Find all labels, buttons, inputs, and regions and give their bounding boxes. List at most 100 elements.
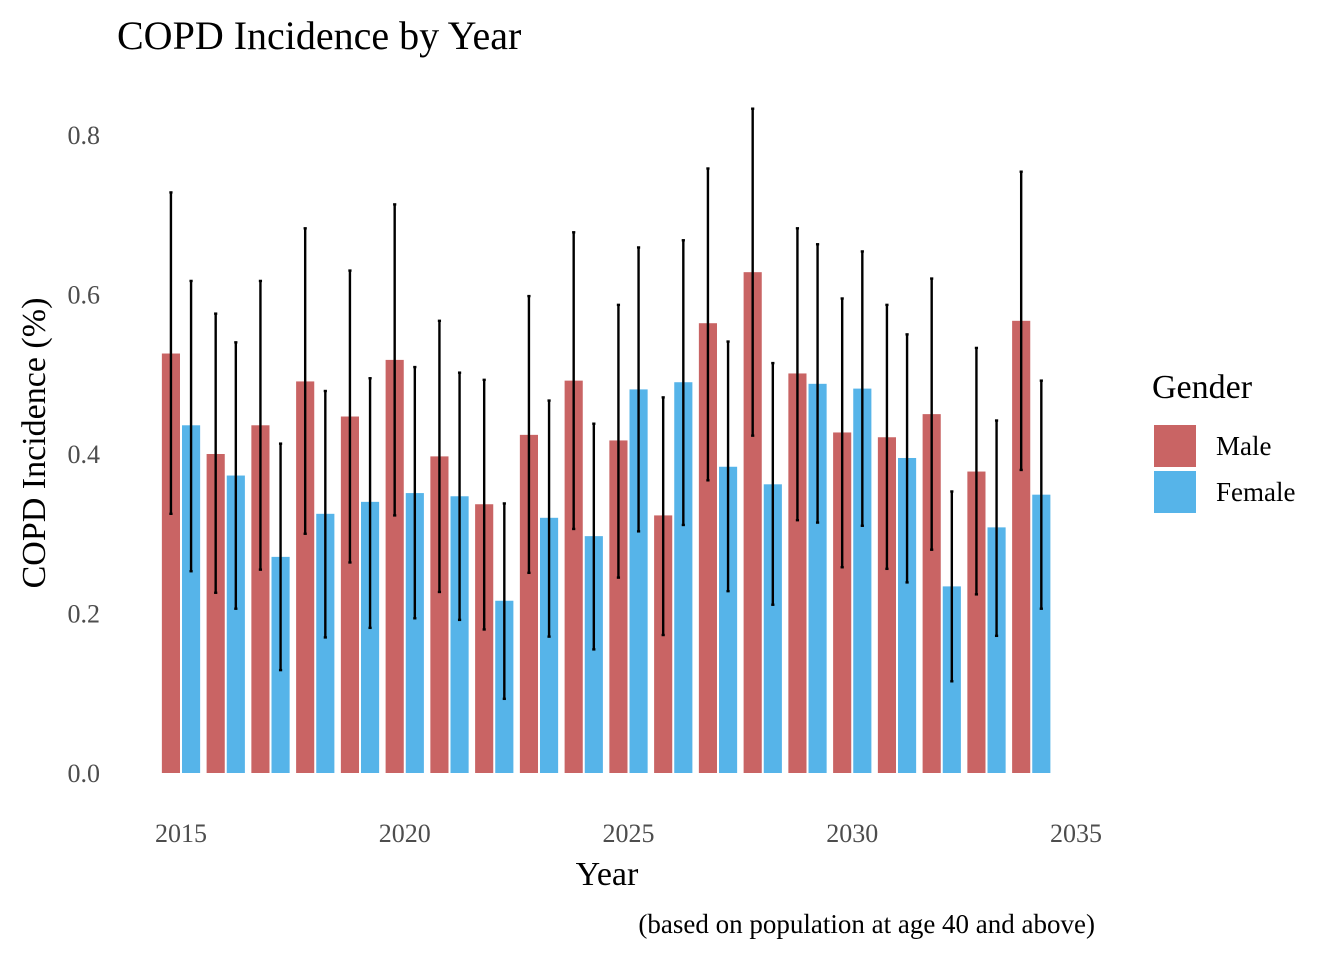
bar-female-2025 — [629, 389, 648, 773]
bar-female-2020 — [405, 493, 424, 773]
legend-label-male: Male — [1216, 431, 1271, 461]
error-bar-male-2030 — [840, 297, 844, 569]
error-bar-female-2029 — [815, 243, 820, 524]
bar-male-2032 — [922, 414, 941, 773]
error-bar-female-2028 — [771, 361, 775, 606]
error-bar-male-2029 — [795, 227, 800, 522]
error-bar-male-2018 — [303, 227, 307, 535]
bar-male-2019 — [340, 416, 359, 773]
bar-male-2026 — [654, 515, 673, 773]
y-tick-label: 0.4 — [68, 440, 101, 469]
legend-title: Gender — [1152, 369, 1253, 406]
bar-male-2017 — [251, 425, 270, 773]
bar-female-2023 — [540, 517, 559, 773]
bar-male-2028 — [743, 272, 762, 773]
bar-male-2029 — [788, 373, 807, 773]
bar-female-2033 — [987, 527, 1006, 773]
bar-female-2034 — [1032, 494, 1051, 773]
error-bar-male-2025 — [616, 303, 621, 579]
error-bar-female-2033 — [994, 419, 999, 638]
bar-female-2030 — [853, 388, 872, 773]
error-bar-female-2034 — [1039, 379, 1043, 610]
bars-layer — [161, 272, 1051, 773]
x-tick-label: 2020 — [379, 819, 431, 848]
error-bar-male-2033 — [974, 346, 979, 596]
chart-title: COPD Incidence by Year — [117, 13, 521, 58]
error-bar-female-2030 — [860, 250, 864, 527]
bar-male-2023 — [519, 434, 538, 773]
bar-female-2029 — [808, 383, 827, 773]
bar-male-2022 — [475, 504, 494, 773]
error-bar-female-2018 — [323, 389, 327, 639]
bar-female-2016 — [226, 475, 245, 773]
bar-male-2015 — [161, 353, 180, 773]
error-bar-male-2031 — [885, 303, 889, 571]
bar-female-2027 — [719, 466, 738, 773]
bar-female-2015 — [182, 425, 201, 773]
error-bar-male-2024 — [572, 231, 576, 531]
error-bar-female-2021 — [457, 371, 462, 622]
error-bar-female-2022 — [502, 502, 506, 701]
bar-female-2021 — [450, 496, 469, 773]
error-bar-female-2020 — [413, 365, 417, 620]
error-bar-male-2026 — [661, 396, 665, 637]
bar-male-2027 — [698, 323, 717, 773]
error-bar-male-2032 — [930, 277, 934, 551]
bar-male-2018 — [296, 381, 315, 773]
error-bars-layer — [169, 107, 1043, 701]
y-tick-label: 0.2 — [68, 600, 101, 629]
error-bar-female-2031 — [905, 333, 909, 584]
error-bar-female-2017 — [278, 442, 283, 672]
bar-female-2018 — [316, 513, 335, 773]
error-bar-male-2023 — [527, 294, 531, 575]
bar-female-2031 — [898, 457, 917, 773]
x-axis-ticks: 2015 2020 2025 2030 2035 — [155, 819, 1102, 848]
error-bar-male-2027 — [706, 167, 710, 482]
error-bar-male-2034 — [1019, 170, 1023, 472]
bar-male-2021 — [430, 456, 449, 773]
error-bar-female-2026 — [681, 239, 685, 527]
x-tick-label: 2030 — [826, 819, 878, 848]
error-bar-female-2027 — [726, 340, 730, 593]
y-tick-label: 0.6 — [68, 281, 101, 310]
error-bar-female-2023 — [547, 399, 551, 638]
legend-swatch-male — [1154, 425, 1196, 467]
bar-female-2024 — [584, 536, 603, 773]
error-bar-male-2021 — [437, 319, 442, 594]
error-bar-female-2025 — [636, 246, 641, 533]
bar-female-2028 — [763, 484, 782, 773]
error-bar-male-2020 — [393, 203, 397, 517]
x-tick-label: 2025 — [603, 819, 655, 848]
legend-swatch-female — [1154, 471, 1196, 513]
error-bar-male-2015 — [169, 191, 173, 516]
chart-caption: (based on population at age 40 and above… — [638, 909, 1095, 939]
x-tick-label: 2035 — [1050, 819, 1102, 848]
legend: Gender Male Female — [1152, 369, 1295, 513]
bar-male-2025 — [609, 440, 628, 773]
x-tick-label: 2015 — [155, 819, 207, 848]
bar-male-2030 — [833, 432, 852, 773]
bar-male-2024 — [564, 380, 583, 773]
error-bar-female-2019 — [368, 377, 372, 630]
bar-female-2026 — [674, 382, 693, 773]
error-bar-male-2028 — [751, 107, 755, 437]
y-tick-label: 0.8 — [68, 121, 101, 150]
error-bar-female-2015 — [189, 279, 193, 573]
y-axis-ticks: 0.0 0.2 0.4 0.6 0.8 — [68, 121, 101, 788]
bar-male-2020 — [385, 359, 404, 773]
legend-label-female: Female — [1216, 477, 1295, 507]
bar-male-2034 — [1012, 320, 1031, 773]
error-bar-male-2022 — [482, 378, 486, 631]
error-bar-male-2019 — [348, 269, 352, 564]
error-bar-female-2032 — [950, 490, 954, 683]
bar-female-2019 — [361, 501, 380, 773]
x-axis-title: Year — [576, 856, 639, 893]
error-bar-female-2016 — [234, 341, 238, 610]
y-tick-label: 0.0 — [68, 759, 101, 788]
y-axis-title: COPD Incidence (%) — [16, 298, 53, 589]
error-bar-male-2016 — [214, 312, 218, 594]
bar-male-2016 — [206, 454, 225, 773]
bar-male-2033 — [967, 471, 986, 773]
bar-male-2031 — [877, 437, 896, 773]
